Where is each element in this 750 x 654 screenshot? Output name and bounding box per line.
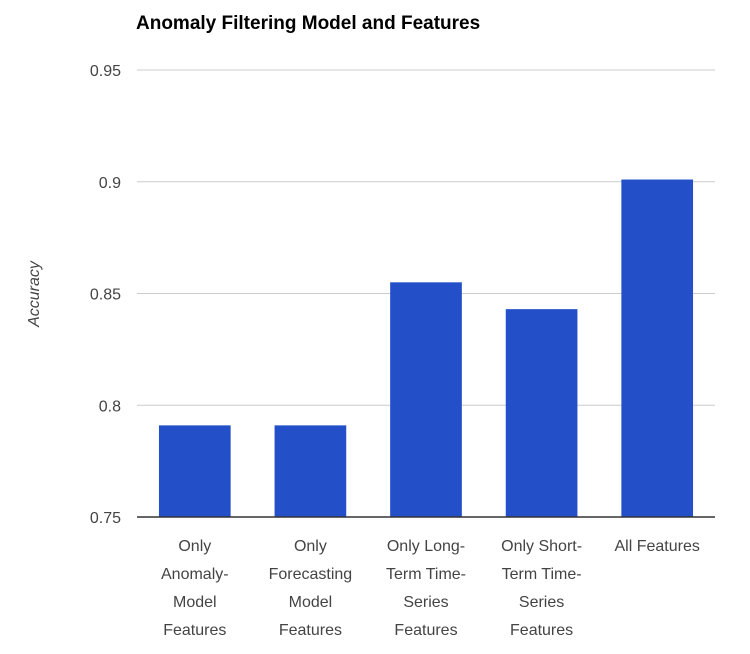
x-axis-ticks: Only Anomaly-Model Features Only Forecasting… bbox=[161, 538, 700, 639]
y-tick-label: 0.95 bbox=[90, 63, 121, 80]
bar bbox=[621, 179, 694, 517]
bar bbox=[158, 425, 231, 517]
y-tick-label: 0.8 bbox=[99, 398, 121, 415]
x-tick-label: Only Long-Term Time-Series Features bbox=[386, 538, 466, 639]
x-tick-label: Only Anomaly-Model Features bbox=[161, 538, 229, 639]
y-tick-label: 0.9 bbox=[99, 175, 121, 192]
bars bbox=[158, 179, 694, 517]
x-tick-label: Only Short-Term Time-Series Features bbox=[501, 538, 582, 639]
bar bbox=[390, 282, 462, 517]
y-axis-ticks: 0.75 0.8 0.85 0.9 0.95 bbox=[90, 63, 121, 527]
y-axis-label: Accuracy bbox=[26, 260, 43, 328]
bar bbox=[274, 425, 347, 517]
x-tick-label: All Features bbox=[615, 538, 700, 555]
x-tick-label: Only Forecasting Model Features bbox=[269, 538, 353, 639]
chart-title: Anomaly Filtering Model and Features bbox=[136, 13, 480, 34]
y-tick-label: 0.85 bbox=[90, 287, 121, 304]
bar bbox=[505, 309, 578, 517]
y-tick-label: 0.75 bbox=[90, 510, 121, 527]
